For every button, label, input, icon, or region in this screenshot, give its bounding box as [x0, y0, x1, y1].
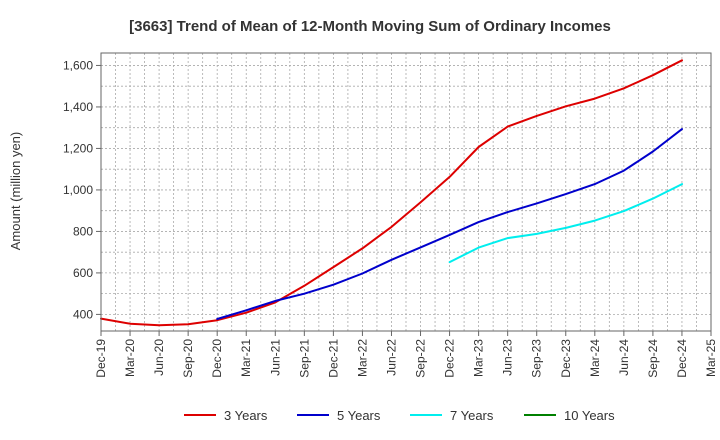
x-tick-label: Sep-20	[181, 339, 195, 378]
x-tick-label: Mar-23	[472, 339, 486, 377]
x-tick-label: Mar-20	[123, 339, 137, 377]
x-tick-label: Mar-21	[239, 339, 253, 377]
x-tick-label: Dec-19	[94, 339, 108, 378]
x-tick-label: Dec-24	[675, 339, 689, 378]
series-line-5-years	[216, 128, 683, 320]
x-tick-label: Mar-22	[355, 339, 369, 377]
series-lines	[100, 59, 683, 327]
grid	[100, 53, 712, 331]
x-tick-label: Jun-23	[501, 339, 515, 376]
y-axis-ticks: 400 600 800 1,000 1,200 1,400 1,600	[63, 58, 101, 321]
x-tick-label: Jun-20	[152, 339, 166, 376]
chart-title: [3663] Trend of Mean of 12-Month Moving …	[129, 18, 611, 35]
x-tick-label: Jun-24	[617, 339, 631, 376]
x-tick-label: Dec-20	[210, 339, 224, 378]
x-tick-label: Jun-21	[268, 339, 282, 376]
plot-frame	[100, 52, 712, 332]
y-tick-label: 1,400	[63, 100, 93, 114]
x-tick-label: Sep-22	[414, 339, 428, 378]
y-tick-label: 800	[73, 224, 93, 238]
y-tick-label: 600	[73, 266, 93, 280]
x-tick-label: Dec-21	[326, 339, 340, 378]
y-tick-label: 400	[73, 307, 93, 321]
x-tick-label: Mar-25	[704, 339, 718, 377]
y-tick-label: 1,200	[63, 141, 93, 155]
series-line-3-years	[100, 59, 683, 327]
legend-label: 3 Years	[224, 408, 268, 423]
x-tick-label: Dec-22	[443, 339, 457, 378]
x-axis-ticks: Dec-19 Mar-20 Jun-20 Sep-20 Dec-20 Mar-21 Jun-…	[94, 331, 718, 378]
y-tick-label: 1,000	[63, 183, 93, 197]
y-axis-label: Amount (million yen)	[8, 132, 23, 251]
legend: 3 Years 5 Years 7 Years 10 Years	[184, 408, 615, 423]
y-tick-label: 1,600	[63, 58, 93, 72]
legend-label: 10 Years	[564, 408, 615, 423]
legend-label: 5 Years	[337, 408, 381, 423]
x-tick-label: Mar-24	[588, 339, 602, 377]
series-line-7-years	[448, 183, 683, 264]
x-tick-label: Dec-23	[559, 339, 573, 378]
x-tick-label: Sep-21	[297, 339, 311, 378]
x-tick-label: Sep-23	[530, 339, 544, 378]
x-tick-label: Jun-22	[384, 339, 398, 376]
legend-label: 7 Years	[450, 408, 494, 423]
x-tick-label: Sep-24	[646, 339, 660, 378]
